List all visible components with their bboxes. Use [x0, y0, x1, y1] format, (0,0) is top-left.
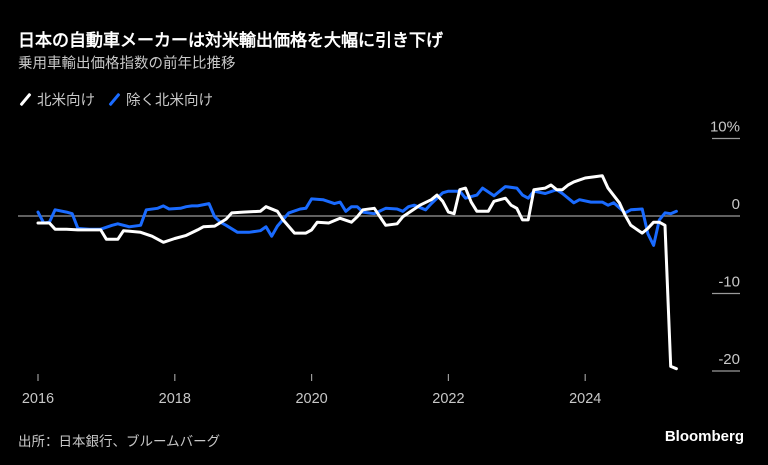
series-line-north-america	[36, 174, 678, 371]
x-tick-label: 2020	[295, 391, 327, 407]
legend-label: 除く北米向け	[126, 93, 213, 109]
chart-subtitle: 乗用車輸出価格指数の前年比推移	[18, 56, 236, 72]
x-tick-label: 2018	[159, 391, 191, 407]
y-tick-label: -10	[718, 274, 740, 291]
series-line-ex-north-america	[36, 185, 678, 247]
legend-label: 北米向け	[37, 93, 95, 109]
legend: 北米向け 除く北米向け	[18, 89, 225, 110]
bloomberg-logo: Bloomberg	[664, 428, 744, 445]
x-tick-label: 2016	[22, 391, 54, 407]
y-tick-label: -20	[718, 351, 740, 368]
source-note: 出所：日本銀行、ブルームバーグ	[18, 434, 221, 450]
y-tick-label: 0	[732, 196, 740, 213]
y-tick-label: 10%	[710, 119, 740, 136]
x-tick-label: 2024	[569, 391, 601, 407]
legend-item-ex-north-america: 除く北米向け	[107, 89, 213, 110]
x-tick-label: 2022	[432, 391, 464, 407]
legend-item-north-america: 北米向け	[18, 89, 95, 110]
chart-title: 日本の自動車メーカーは対米輸出価格を大幅に引き下げ	[18, 31, 443, 51]
